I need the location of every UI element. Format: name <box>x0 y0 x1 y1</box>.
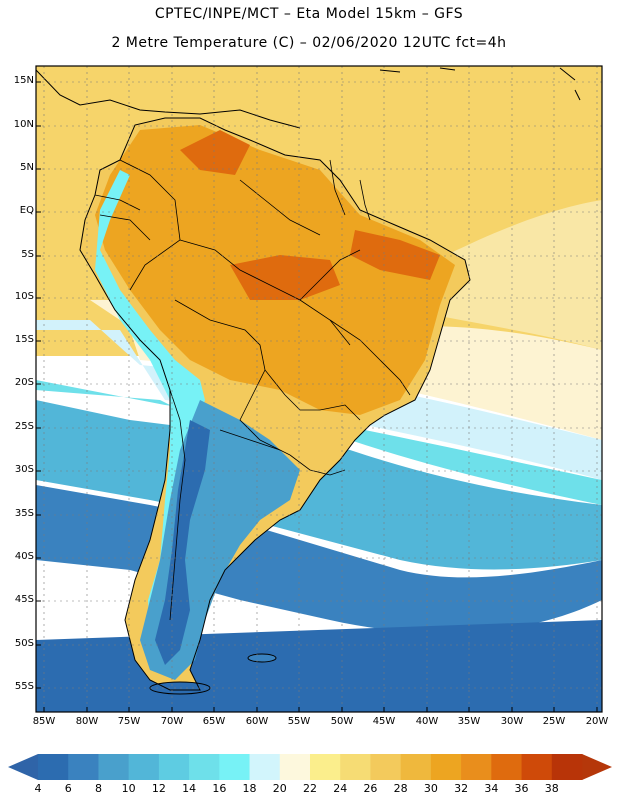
longitude-label: 20W <box>585 716 609 727</box>
axis-ticks <box>36 81 598 712</box>
colorbar-label: 34 <box>484 782 499 795</box>
longitude-label: 70W <box>160 716 184 727</box>
longitude-label: 40W <box>415 716 439 727</box>
colorbar-label: 4 <box>34 782 42 795</box>
country-borders <box>94 159 411 621</box>
caribbean-coast <box>36 69 301 129</box>
colorbar <box>8 754 612 780</box>
colorbar-swatch <box>219 754 251 780</box>
colorbar-label: 26 <box>363 782 378 795</box>
latitude-label: 5N <box>20 162 34 173</box>
colorbar-label: 24 <box>333 782 348 795</box>
longitude-label: 85W <box>32 716 56 727</box>
colorbar-label: 16 <box>212 782 227 795</box>
colorbar-label: 10 <box>121 782 136 795</box>
colorbar-label: 18 <box>242 782 257 795</box>
map-frame <box>35 65 603 713</box>
latitude-label: 10S <box>14 291 34 302</box>
longitude-label: 30W <box>500 716 524 727</box>
colorbar-label: 36 <box>514 782 529 795</box>
antilles-islands <box>379 67 581 101</box>
colorbar-swatch <box>551 754 583 780</box>
colorbar-swatch <box>158 754 190 780</box>
colorbar-swatch <box>340 754 371 780</box>
colorbar-label: 8 <box>94 782 102 795</box>
latitude-label: 45S <box>14 594 34 605</box>
colorbar-label: 28 <box>393 782 408 795</box>
colorbar-swatch <box>521 754 553 780</box>
latitude-label: 30S <box>14 464 34 475</box>
title-line-2: 2 Metre Temperature (C) – 02/06/2020 12U… <box>111 35 507 51</box>
region-hot-core <box>180 130 440 300</box>
latitude-label: 40S <box>14 551 34 562</box>
longitude-label: 55W <box>287 716 311 727</box>
colorbar-swatch <box>68 754 99 780</box>
latitude-label: 20S <box>14 377 34 388</box>
longitude-label: 75W <box>117 716 141 727</box>
falkland-islands <box>247 653 277 663</box>
map-field <box>36 66 602 712</box>
ocean-pale-north <box>360 200 602 350</box>
longitude-label: 35W <box>457 716 481 727</box>
colorbar-swatch <box>98 754 130 780</box>
colorbar-label: 12 <box>151 782 166 795</box>
title-line-1: CPTEC/INPE/MCT – Eta Model 15km – GFS <box>154 6 464 22</box>
colorbar-low-arrow <box>8 754 38 780</box>
colorbar-label: 6 <box>64 782 72 795</box>
colorbar-swatch <box>491 754 523 780</box>
region-andes-coldest <box>155 420 210 665</box>
colorbar-swatch <box>370 754 402 780</box>
colorbar-label: 38 <box>544 782 559 795</box>
latitude-label: 10N <box>13 119 34 130</box>
colorbar-swatch <box>249 754 281 780</box>
colorbar-swatch <box>430 754 462 780</box>
colorbar-swatch <box>461 754 492 780</box>
latitude-label: 5S <box>21 249 34 260</box>
colorbar-label: 32 <box>454 782 469 795</box>
latitude-label: 50S <box>14 638 34 649</box>
longitude-label: 25W <box>542 716 566 727</box>
latitude-label: 55S <box>14 681 34 692</box>
colorbar-swatch <box>279 754 311 780</box>
longitude-label: 45W <box>372 716 396 727</box>
longitude-label: 60W <box>245 716 269 727</box>
ocean-deep-blue-band <box>36 620 602 712</box>
colorbar-label: 20 <box>272 782 287 795</box>
latitude-label: 15N <box>13 75 34 86</box>
longitude-label: 50W <box>330 716 354 727</box>
latitude-label: 25S <box>14 421 34 432</box>
longitude-label: 80W <box>75 716 99 727</box>
colorbar-high-arrow <box>582 754 612 780</box>
colorbar-label: 14 <box>182 782 197 795</box>
region-andes-cool <box>95 170 205 660</box>
colorbar-label: 30 <box>423 782 438 795</box>
colorbar-swatch <box>400 754 432 780</box>
latitude-label: 35S <box>14 508 34 519</box>
longitude-label: 65W <box>202 716 226 727</box>
colorbar-swatch <box>189 754 220 780</box>
latitude-label: EQ <box>19 205 34 216</box>
colorbar-swatch <box>38 754 69 780</box>
colorbar-label: 22 <box>303 782 317 795</box>
colorbar-swatch <box>128 754 160 780</box>
colorbar-swatch <box>310 754 341 780</box>
latitude-label: 15S <box>14 334 34 345</box>
ocean-cyan-band <box>36 380 602 505</box>
lat-lon-grid <box>36 66 602 712</box>
